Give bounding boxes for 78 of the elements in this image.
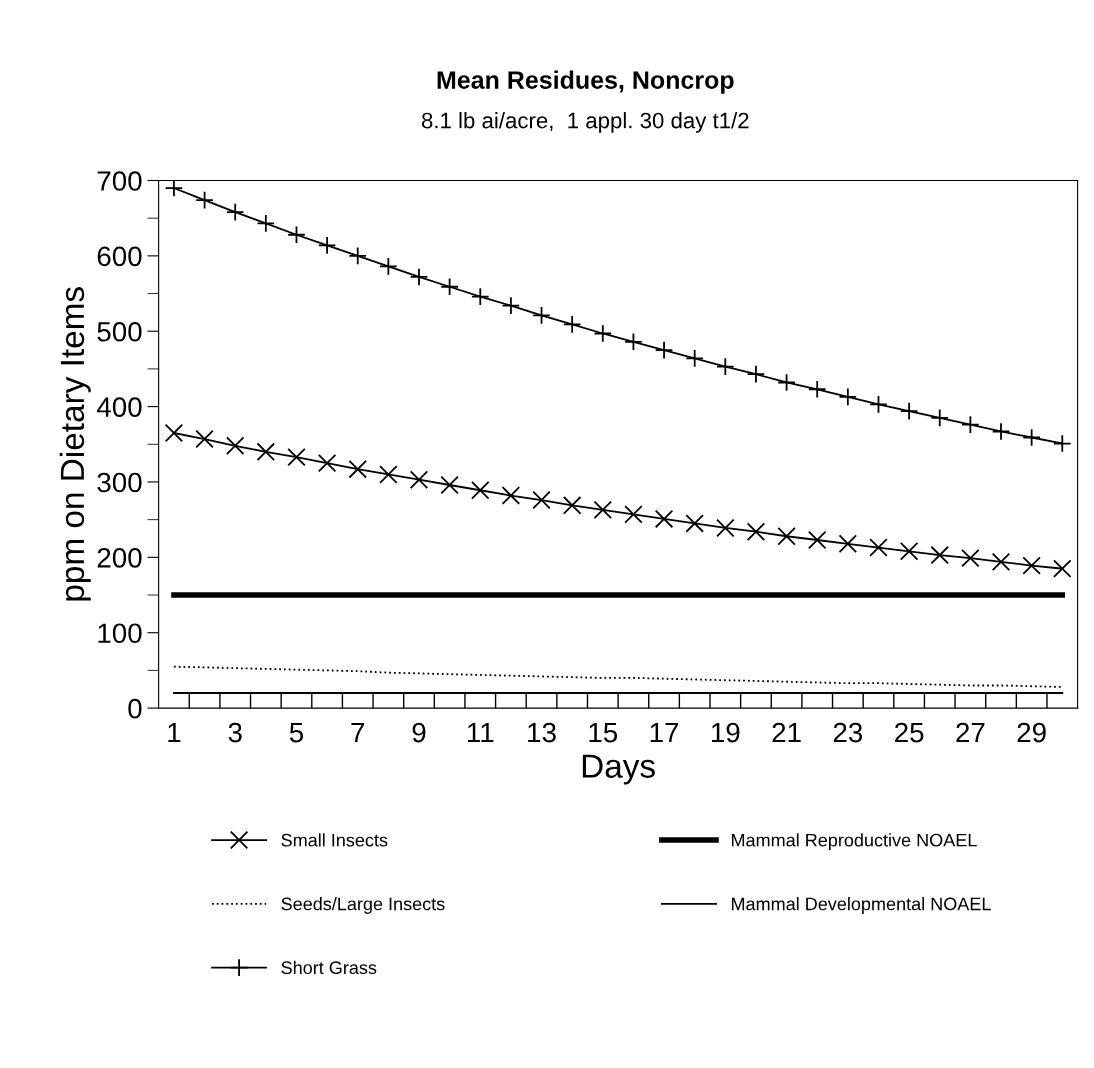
chart-subtitle: 8.1 lb ai/acre, 1 appl. 30 day t1/2 — [421, 112, 749, 133]
point — [807, 530, 827, 550]
y-tick-label: 400 — [96, 397, 142, 417]
point — [869, 395, 888, 414]
point — [869, 538, 888, 557]
x-tick-label: 13 — [528, 722, 556, 743]
y-tick-label: 0 — [128, 698, 142, 719]
x-tick-label: 7 — [351, 722, 365, 743]
point — [256, 442, 276, 462]
x-tick-label: 3 — [228, 722, 242, 743]
point — [1022, 556, 1041, 575]
point — [961, 415, 980, 434]
point — [777, 527, 796, 546]
legend-label: Short Grass — [281, 960, 377, 975]
point — [225, 436, 245, 456]
y-axis-title: ppm on Dietary Items — [59, 287, 91, 601]
point — [379, 465, 398, 484]
y-tick-label: 700 — [97, 171, 142, 191]
point — [287, 225, 306, 244]
x-tick-label: 11 — [467, 722, 494, 743]
point — [1053, 559, 1072, 578]
x-tick-label: 25 — [895, 722, 924, 743]
point — [593, 324, 613, 343]
point — [287, 447, 306, 467]
point — [562, 496, 582, 515]
point — [379, 257, 398, 276]
point — [532, 306, 551, 325]
point — [532, 490, 551, 510]
y-tick-label: 200 — [97, 548, 142, 568]
point — [501, 486, 521, 505]
point — [409, 470, 429, 489]
x-axis-title: Days — [582, 754, 655, 785]
point — [195, 429, 214, 449]
x-tick-label: 1 — [168, 722, 181, 743]
point — [685, 349, 704, 368]
point — [440, 277, 459, 297]
point — [348, 459, 367, 479]
x-tick-label: 27 — [956, 722, 985, 743]
point — [317, 453, 337, 473]
y-tick-label: 300 — [97, 472, 142, 493]
point — [685, 514, 704, 533]
point — [471, 287, 490, 306]
x-tick-label: 9 — [412, 722, 426, 743]
point — [1053, 434, 1072, 453]
point — [471, 481, 490, 500]
point — [624, 505, 643, 524]
y-tick-label: 500 — [97, 321, 142, 342]
x-tick-label: 21 — [772, 722, 801, 743]
legend-label: Small Insects — [281, 833, 388, 847]
point — [716, 357, 735, 376]
point — [961, 548, 980, 568]
x-tick-label: 29 — [1017, 722, 1046, 743]
point — [440, 475, 459, 495]
y-tick-label: 100 — [98, 623, 142, 644]
point — [746, 522, 766, 541]
chart-title: Mean Residues, Noncrop — [437, 70, 734, 94]
point — [930, 545, 949, 565]
point — [593, 500, 613, 520]
legend-label: Seeds/Large Insects — [281, 897, 445, 914]
point — [562, 315, 582, 334]
point — [991, 552, 1011, 572]
x-tick-label: 5 — [289, 722, 304, 743]
y-tick-label: 600 — [97, 246, 142, 267]
point — [716, 518, 735, 538]
x-tick-label: 15 — [589, 722, 618, 743]
point — [256, 214, 276, 233]
point — [838, 534, 858, 554]
line-series — [173, 665, 1064, 688]
point — [777, 373, 796, 392]
legend-label: Mammal Developmental NOAEL — [731, 897, 991, 914]
x-tick-label: 17 — [650, 722, 679, 743]
x-tick-label: 19 — [711, 722, 740, 743]
legend-label: Mammal Reproductive NOAEL — [731, 833, 977, 851]
point — [899, 542, 919, 561]
point — [164, 423, 184, 443]
point — [654, 509, 674, 529]
x-tick-label: 23 — [833, 722, 863, 743]
point — [807, 380, 827, 399]
